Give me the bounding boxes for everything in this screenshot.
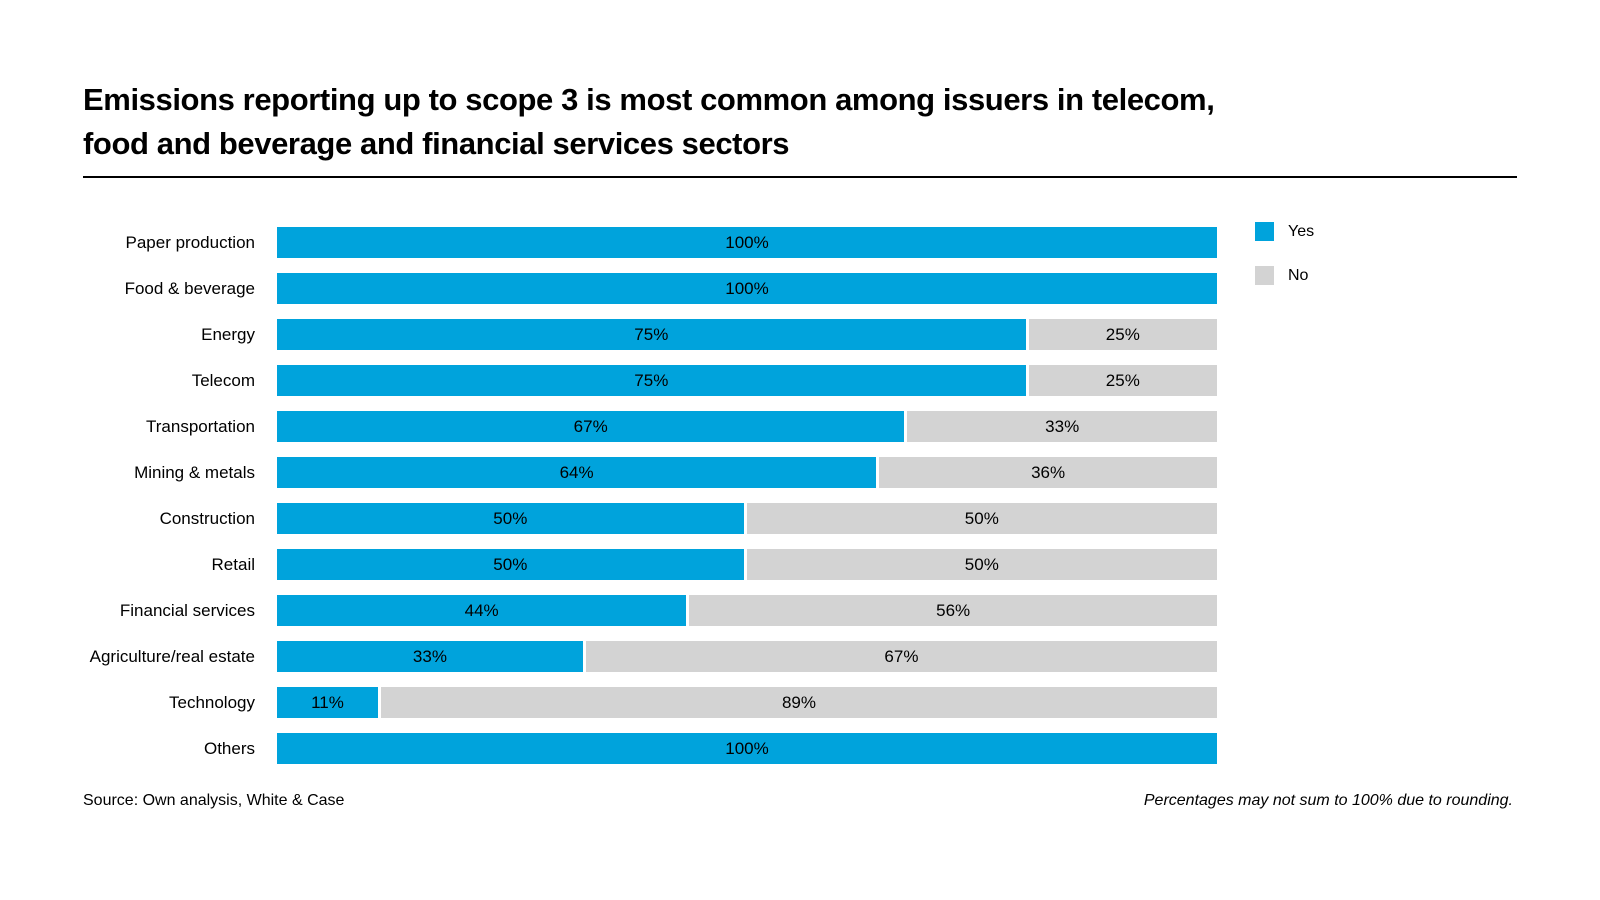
legend-item-yes: Yes <box>1255 222 1314 241</box>
category-label: Transportation <box>146 417 255 436</box>
category-label: Others <box>203 739 255 758</box>
bar-track: 100% <box>277 733 1217 764</box>
legend-swatch-yes <box>1255 222 1274 241</box>
bar-track: 67% 33% <box>277 411 1217 442</box>
category-label: Food & beverage <box>124 279 255 298</box>
bar-segment-yes: 75% <box>277 319 1026 350</box>
chart-row: Technology 11% 89% <box>40 687 1217 718</box>
category-label: Energy <box>201 325 255 344</box>
bar-track: 33% 67% <box>277 641 1217 672</box>
category-label: Technology <box>168 693 255 712</box>
legend-item-no: No <box>1255 266 1314 285</box>
bar-track: 100% <box>277 273 1217 304</box>
bar-track: 44% 56% <box>277 595 1217 626</box>
source-note: Source: Own analysis, White & Case <box>83 792 345 809</box>
bar-segment-no: 33% <box>907 411 1217 442</box>
bar-segment-no: 56% <box>689 595 1217 626</box>
chart-row: Transportation 67% 33% <box>40 411 1217 442</box>
bar-segment-no: 25% <box>1028 319 1217 350</box>
bar-segment-yes: 44% <box>277 595 687 626</box>
chart-row: Paper production 100% <box>40 227 1217 258</box>
bar-segment-no: 36% <box>879 457 1217 488</box>
category-label: Mining & metals <box>134 463 255 482</box>
bar-segment-no: 50% <box>746 549 1217 580</box>
chart-row: Telecom 75% 25% <box>40 365 1217 396</box>
chart-row: Others 100% <box>40 733 1217 764</box>
bar-segment-yes: 100% <box>277 273 1217 304</box>
chart-row: Financial services 44% 56% <box>40 595 1217 626</box>
bar-segment-yes: 50% <box>277 503 744 534</box>
chart-row: Agriculture/real estate 33% 67% <box>40 641 1217 672</box>
title-divider <box>83 176 1517 178</box>
bar-segment-yes: 50% <box>277 549 744 580</box>
bar-segment-yes: 67% <box>277 411 905 442</box>
category-label: Retail <box>211 555 255 574</box>
legend-label-yes: Yes <box>1288 222 1315 240</box>
bar-track: 64% 36% <box>277 457 1217 488</box>
bar-segment-no: 89% <box>380 687 1217 718</box>
legend-label-no: No <box>1288 266 1309 284</box>
chart-row: Food & beverage 100% <box>40 273 1217 304</box>
category-label: Paper production <box>125 233 255 252</box>
rounding-footnote: Percentages may not sum to 100% due to r… <box>1143 792 1513 809</box>
bar-segment-yes: 75% <box>277 365 1026 396</box>
bar-segment-yes: 33% <box>277 641 583 672</box>
legend-swatch-no <box>1255 266 1274 285</box>
bar-track: 11% 89% <box>277 687 1217 718</box>
bar-segment-yes: 100% <box>277 733 1217 764</box>
bar-segment-no: 50% <box>746 503 1217 534</box>
bar-track: 75% 25% <box>277 365 1217 396</box>
bar-track: 50% 50% <box>277 549 1217 580</box>
chart-legend: Yes No <box>1255 222 1314 310</box>
category-label: Telecom <box>191 371 255 390</box>
chart-row: Retail 50% 50% <box>40 549 1217 580</box>
chart-row: Mining & metals 64% 36% <box>40 457 1217 488</box>
category-label: Agriculture/real estate <box>89 647 255 666</box>
bar-segment-no: 67% <box>585 641 1217 672</box>
bar-track: 100% <box>277 227 1217 258</box>
bar-segment-no: 25% <box>1028 365 1217 396</box>
category-label: Construction <box>159 509 255 528</box>
category-label: Financial services <box>119 601 255 620</box>
bar-track: 50% 50% <box>277 503 1217 534</box>
bar-segment-yes: 64% <box>277 457 877 488</box>
bar-segment-yes: 100% <box>277 227 1217 258</box>
chart-row: Construction 50% 50% <box>40 503 1217 534</box>
chart-title: Emissions reporting up to scope 3 is mos… <box>83 78 1523 166</box>
bar-track: 75% 25% <box>277 319 1217 350</box>
bar-chart: Paper production 100% Food & beverage 100% E… <box>40 227 1217 764</box>
chart-row: Energy 75% 25% <box>40 319 1217 350</box>
bar-segment-yes: 11% <box>277 687 378 718</box>
chart-title-line-2: food and beverage and financial services… <box>83 126 790 161</box>
chart-title-line-1: Emissions reporting up to scope 3 is mos… <box>83 82 1215 117</box>
